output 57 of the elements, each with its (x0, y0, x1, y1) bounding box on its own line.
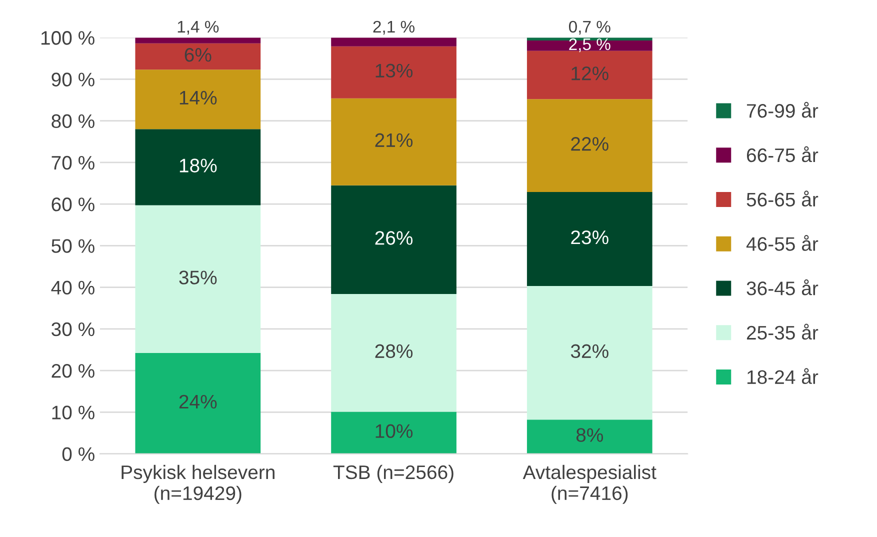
data-label: 35% (179, 270, 217, 284)
data-label: 23% (571, 230, 608, 244)
bar (526, 420, 652, 454)
data-label: 10% (376, 424, 413, 438)
y-tick-label: 40 % (51, 280, 94, 295)
bar (526, 286, 652, 420)
legend-label: 25-35 år (746, 324, 818, 340)
data-label: 28% (375, 344, 413, 358)
y-tick-label: 70 % (52, 156, 94, 170)
data-label: 12% (572, 66, 608, 80)
bar (331, 46, 456, 98)
data-label: 32% (570, 344, 608, 358)
bar (135, 43, 261, 70)
legend-label: 36-45 år (746, 279, 818, 296)
y-tick-label: 60 % (52, 198, 94, 212)
data-label: 14% (180, 90, 217, 105)
y-tick-label: 50 % (52, 239, 94, 253)
y-tick-label: 10 % (52, 406, 94, 420)
data-label: 0,7 % (568, 20, 610, 35)
data-label: 26% (375, 231, 413, 245)
data-label: 6% (184, 48, 212, 62)
data-label: 1,4 % (178, 20, 219, 35)
x-tick-label: TSB (n=2566) (333, 464, 454, 483)
bar (135, 205, 261, 354)
bar (331, 294, 456, 412)
bar (331, 98, 456, 186)
y-tick-label: 80 % (52, 114, 94, 128)
data-label: 2,1 % (373, 20, 414, 35)
x-tick-label: Avtalespesialist (n=7416) (522, 464, 656, 504)
bar (526, 99, 652, 192)
data-label: 24% (179, 394, 217, 409)
bar (135, 129, 261, 206)
legend-label: 46-55 år (746, 235, 818, 251)
legend-label: 66-75 år (746, 146, 818, 162)
bar (331, 38, 456, 46)
legend-label: 18-24 år (747, 368, 818, 384)
bar (135, 70, 261, 130)
data-label: 13% (376, 64, 413, 78)
bar (526, 192, 652, 286)
y-tick-label: 30 % (52, 322, 94, 336)
bar (135, 353, 261, 454)
bar (331, 412, 456, 454)
y-tick-label: 100 % (41, 31, 94, 45)
y-tick-label: 0 % (62, 447, 94, 461)
x-tick-label: Psykisk helsevern (n=19429) (122, 464, 274, 504)
data-label: 18% (180, 158, 217, 172)
legend-label: 56-65 år (746, 190, 818, 207)
data-label: 8% (576, 428, 603, 442)
y-tick-label: 90 % (52, 72, 94, 86)
bar (135, 38, 261, 44)
data-label: 21% (375, 133, 413, 147)
legend-label: 76-99 år (746, 102, 818, 118)
data-label: 22% (571, 137, 608, 151)
bar (526, 50, 652, 100)
y-tick-label: 20 % (52, 364, 94, 378)
data-label: 2,5 % (569, 38, 610, 52)
bar (331, 185, 456, 294)
